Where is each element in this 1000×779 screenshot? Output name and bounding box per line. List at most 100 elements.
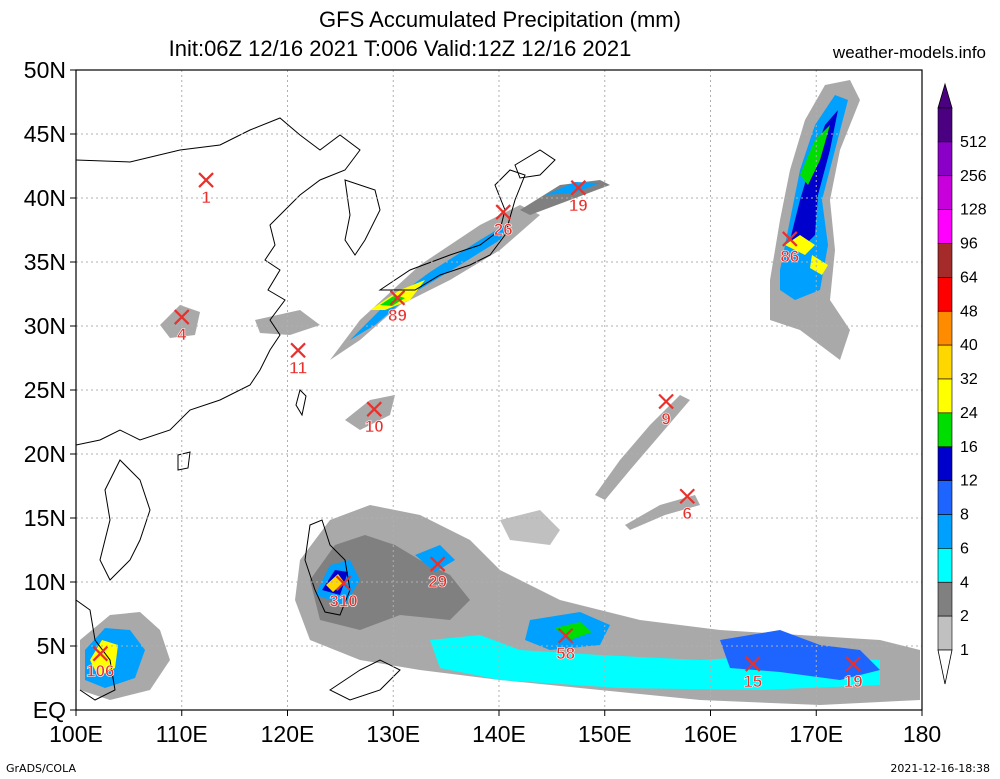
lon-tick-label: 120E bbox=[261, 721, 315, 747]
marker-value: 10 bbox=[365, 417, 384, 436]
legend-swatch bbox=[937, 175, 953, 210]
lon-tick-label: 160E bbox=[684, 721, 738, 747]
precip-marker: 15 bbox=[743, 656, 763, 691]
legend-label: 256 bbox=[960, 168, 987, 185]
marker-cross bbox=[335, 575, 352, 592]
legend-label: 6 bbox=[960, 540, 969, 557]
precipitation-field bbox=[80, 80, 920, 705]
legend-label: 2 bbox=[960, 608, 969, 625]
map-subtitle: Init:06Z 12/16 2021 T:006 Valid:12Z 12/1… bbox=[168, 36, 632, 61]
marker-value: 19 bbox=[569, 196, 588, 215]
precip-marker: 29 bbox=[428, 556, 447, 591]
legend-swatch bbox=[937, 514, 953, 549]
marker-value: 4 bbox=[177, 325, 187, 344]
lon-tick-label: 150E bbox=[578, 721, 632, 747]
precip-marker: 26 bbox=[493, 204, 513, 239]
legend-swatch bbox=[937, 209, 953, 244]
legend-swatch bbox=[937, 615, 953, 651]
marker-cross bbox=[290, 342, 306, 359]
marker-value: 11 bbox=[289, 358, 307, 377]
precip-marker: 19 bbox=[569, 179, 588, 215]
legend-bottom-arrow bbox=[937, 649, 953, 685]
marker-value: 15 bbox=[743, 672, 762, 691]
legend-label: 64 bbox=[960, 269, 978, 286]
legend-swatch bbox=[937, 378, 953, 414]
marker-cross bbox=[782, 231, 798, 247]
legend-top-arrow bbox=[937, 82, 953, 109]
legend-label: 1 bbox=[960, 642, 969, 659]
marker-cross bbox=[679, 488, 696, 505]
lon-tick-label: 180 bbox=[903, 721, 941, 747]
legend-swatch bbox=[937, 480, 953, 515]
precip-marker: 6 bbox=[679, 488, 696, 524]
marker-cross bbox=[745, 656, 761, 672]
lat-tick-label: 45N bbox=[24, 121, 66, 147]
lon-tick-label: 170E bbox=[789, 721, 843, 747]
legend-swatch bbox=[937, 141, 953, 177]
precip-marker: 89 bbox=[388, 290, 407, 325]
legend-label: 48 bbox=[960, 303, 978, 320]
map-title: GFS Accumulated Precipitation (mm) bbox=[319, 7, 681, 32]
legend-label: 32 bbox=[960, 371, 978, 388]
site-label: weather-models.info bbox=[832, 43, 986, 62]
lat-tick-label: EQ bbox=[33, 697, 66, 723]
lat-tick-label: 25N bbox=[24, 377, 66, 403]
legend-swatch bbox=[937, 277, 953, 312]
legend-label: 512 bbox=[960, 134, 987, 151]
legend-swatch bbox=[937, 581, 953, 617]
lon-tick-label: 110E bbox=[156, 721, 208, 747]
lon-tick-label: 130E bbox=[366, 721, 420, 747]
precip-marker: 4 bbox=[173, 309, 190, 344]
marker-value: 86 bbox=[780, 247, 799, 266]
lat-tick-label: 35N bbox=[24, 249, 66, 275]
legend-label: 96 bbox=[960, 236, 978, 253]
lat-tick-label: 40N bbox=[24, 185, 66, 211]
precip-marker: 19 bbox=[844, 656, 863, 691]
legend-swatch bbox=[937, 446, 953, 481]
legend-label: 4 bbox=[960, 574, 969, 591]
precip-marker: 310 bbox=[329, 575, 358, 611]
coastline-layer bbox=[76, 117, 556, 701]
marker-cross bbox=[198, 172, 214, 188]
marker-value: 1 bbox=[201, 188, 210, 207]
precip-marker: 10 bbox=[364, 401, 384, 437]
marker-cross bbox=[429, 556, 446, 572]
lon-tick-label: 140E bbox=[472, 721, 526, 747]
marker-cross bbox=[92, 645, 109, 662]
marker-value: 106 bbox=[86, 662, 114, 681]
lon-tick-label: 100E bbox=[49, 721, 103, 747]
marker-value: 89 bbox=[388, 306, 407, 325]
precip-marker: 11 bbox=[289, 342, 307, 378]
lat-lon-grid bbox=[76, 70, 922, 710]
precip-markers: 1 4 11 89 10 26 19 86 9 6 29 310 58 106 15 19 bbox=[86, 172, 863, 691]
marker-value: 6 bbox=[683, 504, 692, 523]
lat-tick-label: 5N bbox=[37, 633, 66, 659]
legend-label: 16 bbox=[960, 439, 978, 456]
marker-value: 310 bbox=[329, 591, 357, 610]
precip-marker: 58 bbox=[556, 627, 575, 663]
legend-swatch bbox=[937, 344, 953, 380]
marker-cross bbox=[495, 204, 512, 220]
legend-label: 24 bbox=[960, 405, 978, 422]
legend-swatch bbox=[937, 243, 953, 278]
legend-swatch bbox=[937, 412, 953, 448]
longitude-ticks: 100E 110E 120E 130E 140E 150E 160E 170E 180 bbox=[49, 710, 941, 747]
legend-label: 12 bbox=[960, 473, 978, 490]
footer-timestamp: 2021-12-16-18:38 bbox=[890, 762, 990, 775]
precip-marker: 106 bbox=[86, 645, 115, 681]
marker-cross bbox=[658, 393, 674, 410]
marker-cross bbox=[845, 656, 862, 672]
lat-tick-label: 30N bbox=[24, 313, 66, 339]
marker-cross bbox=[557, 627, 574, 644]
footer-credit: GrADS/COLA bbox=[6, 762, 76, 775]
marker-cross bbox=[366, 401, 382, 417]
precip-marker: 86 bbox=[780, 231, 800, 266]
marker-value: 9 bbox=[661, 410, 670, 429]
lat-tick-label: 10N bbox=[24, 569, 66, 595]
marker-cross bbox=[173, 309, 190, 325]
legend-swatch bbox=[937, 310, 953, 346]
marker-value: 19 bbox=[844, 672, 863, 691]
precip-marker: 9 bbox=[658, 393, 674, 429]
